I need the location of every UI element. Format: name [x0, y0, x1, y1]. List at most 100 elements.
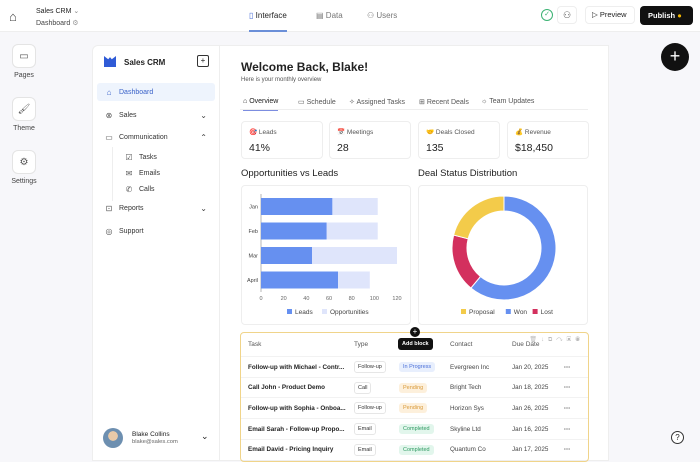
page-selector[interactable]: Dashboard ⚙: [36, 19, 78, 27]
main-content: Welcome Back, Blake! Here is your monthl…: [220, 45, 609, 462]
stat-value: 28: [337, 142, 349, 154]
sidebar-item-sales[interactable]: ⊗ Sales ⌄: [97, 106, 215, 124]
tab-users[interactable]: ⚇ Users: [367, 11, 397, 20]
column-header[interactable]: Type: [354, 341, 369, 348]
nav-label: Sales: [119, 111, 137, 119]
tab-team-updates[interactable]: ☼ Team Updates: [481, 98, 534, 105]
column-header[interactable]: Task: [248, 341, 262, 348]
home-icon[interactable]: ⌂: [9, 9, 17, 24]
y-tick-label: Feb: [249, 229, 258, 235]
bar-chart-card: Jan Feb Mar April 0 20 40 60 80 100 120 Leads Opport…: [241, 185, 411, 325]
more-options-icon[interactable]: ···: [564, 446, 571, 454]
unsaved-dot-icon: ●: [677, 11, 682, 20]
task-name: Follow-up with Michael - Contr...: [248, 363, 345, 371]
pages-icon: ▭: [12, 44, 36, 68]
sidebar-item-support[interactable]: ◎ Support: [97, 222, 215, 240]
preview-button[interactable]: ▷ Preview: [585, 6, 635, 24]
tab-schedule[interactable]: ▭ Schedule: [298, 98, 336, 106]
check-status-icon[interactable]: ✓: [541, 9, 553, 21]
bar-opportunities-jan[interactable]: [332, 198, 378, 215]
collapse-sidebar-icon[interactable]: +: [197, 55, 209, 67]
rail-theme[interactable]: 🖌 Theme: [0, 97, 48, 132]
bar-leads-jan[interactable]: [261, 198, 333, 215]
layout-icon: ▯: [249, 11, 254, 20]
more-options-icon[interactable]: ···: [564, 384, 571, 392]
donut-slice-lost[interactable]: [451, 234, 482, 289]
column-header[interactable]: Due Date: [512, 341, 540, 348]
rail-settings[interactable]: ⚙ Settings: [0, 150, 48, 185]
chevron-down-icon: ⌄: [73, 8, 80, 15]
donut-slice-won[interactable]: [470, 195, 557, 301]
tab-label: Users: [376, 11, 398, 20]
sidebar-item-emails[interactable]: ✉ Emails: [117, 164, 207, 182]
tab-assigned-tasks[interactable]: ✧ Assigned Tasks: [349, 98, 405, 106]
sidebar-item-communication[interactable]: ▭ Communication ⌃: [97, 128, 215, 146]
sidebar-item-reports[interactable]: ⊡ Reports ⌄: [97, 199, 215, 217]
sparkle-icon: ✧: [349, 99, 355, 106]
top-bar: ⌂ Sales CRM ⌄ Dashboard ⚙ ▯ Interface ▤ …: [0, 0, 700, 32]
bar-leads-mar[interactable]: [261, 247, 312, 264]
sidebar: Sales CRM + ⌂ Dashboard ⊗ Sales ⌄ ▭ Communic…: [92, 45, 220, 461]
app-switcher[interactable]: Sales CRM ⌄: [36, 7, 79, 15]
tree-line: [112, 147, 113, 201]
tab-label: Data: [325, 11, 343, 20]
table-row[interactable]: Email Sarah - Follow-up Propo... Email C…: [241, 418, 588, 439]
tab-data[interactable]: ▤ Data: [316, 11, 343, 20]
target-icon: 🎯: [249, 129, 258, 136]
nav-label: Emails: [139, 169, 161, 177]
publish-button[interactable]: Publish ●: [640, 6, 693, 25]
sales-icon: ⊗: [105, 110, 113, 120]
phone-icon: ✆: [125, 184, 133, 194]
sidebar-item-tasks[interactable]: ☑ Tasks: [117, 148, 207, 166]
more-options-icon[interactable]: ···: [564, 425, 571, 433]
y-tick-label: Mar: [249, 254, 259, 260]
tab-overview[interactable]: ⌂ Overview: [243, 98, 279, 111]
chevron-down-icon: ⌄: [200, 203, 207, 213]
briefcase-icon: ⊞: [419, 99, 425, 106]
legend-label: Lost: [541, 309, 553, 316]
bar-leads-april[interactable]: [261, 271, 339, 289]
bar-opportunities-mar[interactable]: [312, 247, 397, 264]
add-fab-button[interactable]: +: [661, 43, 689, 71]
home-icon: ⌂: [243, 98, 248, 105]
sidebar-item-calls[interactable]: ✆ Calls: [117, 180, 207, 198]
add-block-icon[interactable]: +: [410, 327, 420, 337]
legend-label: Proposal: [469, 309, 495, 316]
type-tag: Follow-up: [354, 361, 386, 373]
tab-interface[interactable]: ▯ Interface: [249, 11, 287, 32]
stat-label: Revenue: [524, 129, 551, 136]
help-icon[interactable]: ?: [671, 431, 684, 444]
bar-chart-title: Opportunities vs Leads: [241, 168, 339, 179]
type-tag: Follow-up: [354, 402, 386, 415]
donut-slice-proposal[interactable]: [453, 195, 505, 240]
bar-leads-feb[interactable]: [261, 222, 327, 240]
stat-card-meetings: 📅 Meetings 28: [329, 121, 411, 159]
table-row[interactable]: Follow-up with Sophia - Onboa... Follow-…: [241, 397, 588, 418]
column-header[interactable]: Contact: [450, 341, 473, 348]
table-row[interactable]: Follow-up with Michael - Contr... Follow…: [241, 356, 588, 377]
bar-opportunities-feb[interactable]: [326, 222, 378, 240]
stat-value: 135: [426, 142, 444, 154]
calendar-icon: ▭: [298, 99, 305, 106]
tab-recent-deals[interactable]: ⊞ Recent Deals: [419, 98, 469, 106]
rail-pages[interactable]: ▭ Pages: [0, 44, 48, 79]
sidebar-title: Sales CRM: [124, 58, 166, 67]
more-options-icon[interactable]: ···: [564, 404, 571, 412]
stat-label: Meetings: [346, 129, 374, 136]
gear-icon: ⚙: [12, 150, 36, 174]
table-row[interactable]: Email David - Pricing Inquiry Email Comp…: [241, 438, 588, 460]
table-row[interactable]: Call John - Product Demo Call Pending Br…: [241, 376, 588, 398]
mail-icon: ✉: [125, 168, 133, 178]
presentation-icon: ⊡: [105, 203, 113, 213]
block-toolbar-icons[interactable]: 🗑↓⧉↷▣◉: [529, 337, 584, 343]
bar-opportunities-april[interactable]: [338, 271, 370, 289]
more-options-icon[interactable]: ···: [564, 363, 571, 371]
sidebar-item-dashboard[interactable]: ⌂ Dashboard: [97, 83, 215, 101]
status-badge: Pending: [399, 403, 428, 414]
nav-label: Calls: [139, 185, 155, 193]
user-name: Blake Collins: [132, 431, 170, 438]
user-menu-chevron-icon[interactable]: ⌄: [201, 431, 209, 441]
share-users-button[interactable]: ⚇: [557, 6, 577, 24]
nav-label: Tasks: [139, 153, 157, 161]
due-date: Jan 26, 2025: [512, 404, 549, 412]
